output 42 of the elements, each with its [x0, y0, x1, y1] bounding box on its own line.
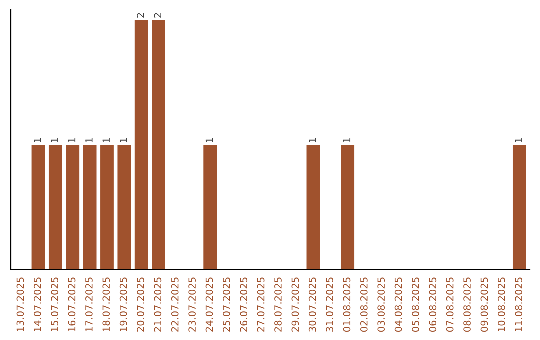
data-label: 1 — [206, 138, 214, 143]
data-label: 1 — [102, 138, 110, 143]
data-label: 1 — [68, 138, 76, 143]
x-tick-label: 11.08.2025 — [515, 278, 523, 332]
data-label: 1 — [343, 138, 351, 143]
x-tick-label: 01.08.2025 — [343, 278, 351, 332]
x-tick-label: 26.07.2025 — [240, 278, 248, 332]
x-tick-label: 09.08.2025 — [480, 278, 488, 332]
x-tick-label: 13.07.2025 — [16, 278, 24, 332]
x-tick-label: 05.08.2025 — [412, 278, 420, 332]
x-tick-label: 28.07.2025 — [274, 278, 282, 332]
x-tick-label: 02.08.2025 — [360, 278, 368, 332]
x-tick-label: 17.07.2025 — [86, 278, 93, 332]
x-tick-label: 21.07.2025 — [154, 278, 162, 332]
x-tick-label: 18.07.2025 — [102, 278, 110, 332]
x-tick-label: 19.07.2025 — [120, 278, 128, 332]
x-tick-label: 16.07.2025 — [68, 278, 76, 332]
x-tick-label: 23.07.2025 — [188, 278, 196, 332]
x-tick-label: 27.07.2025 — [257, 278, 265, 332]
x-tick-label: 14.07.2025 — [34, 278, 42, 332]
data-label: 1 — [309, 138, 316, 143]
data-label: 2 — [137, 13, 144, 18]
x-tick-label: 25.07.2025 — [223, 278, 230, 332]
data-label: 1 — [34, 138, 42, 143]
data-label: 1 — [515, 138, 522, 143]
x-tick-label: 08.08.2025 — [464, 278, 471, 332]
x-tick-label: 15.07.2025 — [51, 278, 59, 332]
x-tick-label: 29.07.2025 — [292, 278, 300, 332]
x-tick-label: 06.08.2025 — [429, 278, 437, 332]
data-label: 1 — [120, 138, 128, 143]
x-tick-label: 31.07.2025 — [326, 278, 334, 332]
x-tick-label: 10.08.2025 — [498, 278, 506, 332]
data-label: 2 — [154, 13, 162, 18]
x-tick-label: 22.07.2025 — [171, 278, 179, 332]
data-label: 1 — [51, 138, 58, 143]
x-tick-label: 04.08.2025 — [394, 278, 402, 332]
data-label: 1 — [86, 138, 93, 143]
x-tick-label: 30.07.2025 — [308, 278, 316, 332]
x-tick-label: 24.07.2025 — [206, 278, 214, 332]
x-tick-label: 07.08.2025 — [446, 278, 454, 332]
x-tick-label: 03.08.2025 — [378, 278, 386, 332]
x-tick-label: 20.07.2025 — [137, 278, 144, 332]
